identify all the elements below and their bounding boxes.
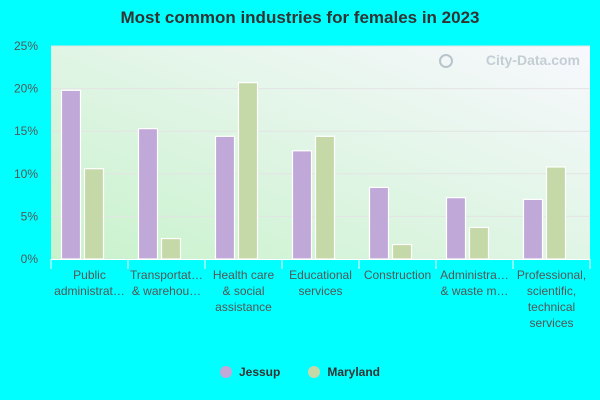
legend-item-jessup: Jessup xyxy=(219,365,281,379)
x-tick-label: Transportat… & warehou… xyxy=(130,268,203,298)
bar-maryland xyxy=(83,168,105,260)
x-tick-label: Public administrat… xyxy=(54,268,125,298)
legend-swatch-jessup xyxy=(219,366,232,378)
legend-label-maryland: Maryland xyxy=(327,365,381,379)
y-tick-label: 25% xyxy=(14,39,38,53)
x-tick-label: Administra… & waste m… xyxy=(440,268,509,298)
watermark-magnifier-icon xyxy=(439,54,453,68)
y-tick-label: 0% xyxy=(21,252,39,266)
x-tick-label: Health care & social assistance xyxy=(213,268,275,314)
bar-jessup xyxy=(522,198,544,260)
y-tick-label: 15% xyxy=(14,124,38,138)
bar-maryland xyxy=(237,82,259,260)
legend-swatch-maryland xyxy=(308,366,321,378)
bar-jessup xyxy=(60,89,82,260)
chart-title: Most common industries for females in 20… xyxy=(120,8,480,27)
bar-maryland xyxy=(391,243,413,260)
y-tick-label: 5% xyxy=(21,209,39,223)
watermark-logo: City-Data.com xyxy=(486,52,580,68)
bar-jessup xyxy=(291,150,313,260)
bar-maryland xyxy=(314,135,336,260)
legend: Jessup Maryland xyxy=(0,365,600,379)
bar-maryland xyxy=(468,226,490,260)
x-tick-label: Professional, scientific, technical service… xyxy=(517,268,586,330)
legend-item-maryland: Maryland xyxy=(308,365,380,379)
bar-jessup xyxy=(137,128,159,260)
bar-maryland xyxy=(545,166,567,260)
bar-jessup xyxy=(368,186,390,260)
bar-jessup xyxy=(445,197,467,260)
y-tick-label: 10% xyxy=(14,167,38,181)
bar-maryland xyxy=(160,237,182,260)
bar-jessup xyxy=(214,135,236,260)
x-tick-label: Construction xyxy=(364,268,431,282)
x-tick-label: Educational services xyxy=(289,268,352,298)
y-tick-label: 20% xyxy=(14,82,38,96)
legend-label-jessup: Jessup xyxy=(238,365,281,379)
